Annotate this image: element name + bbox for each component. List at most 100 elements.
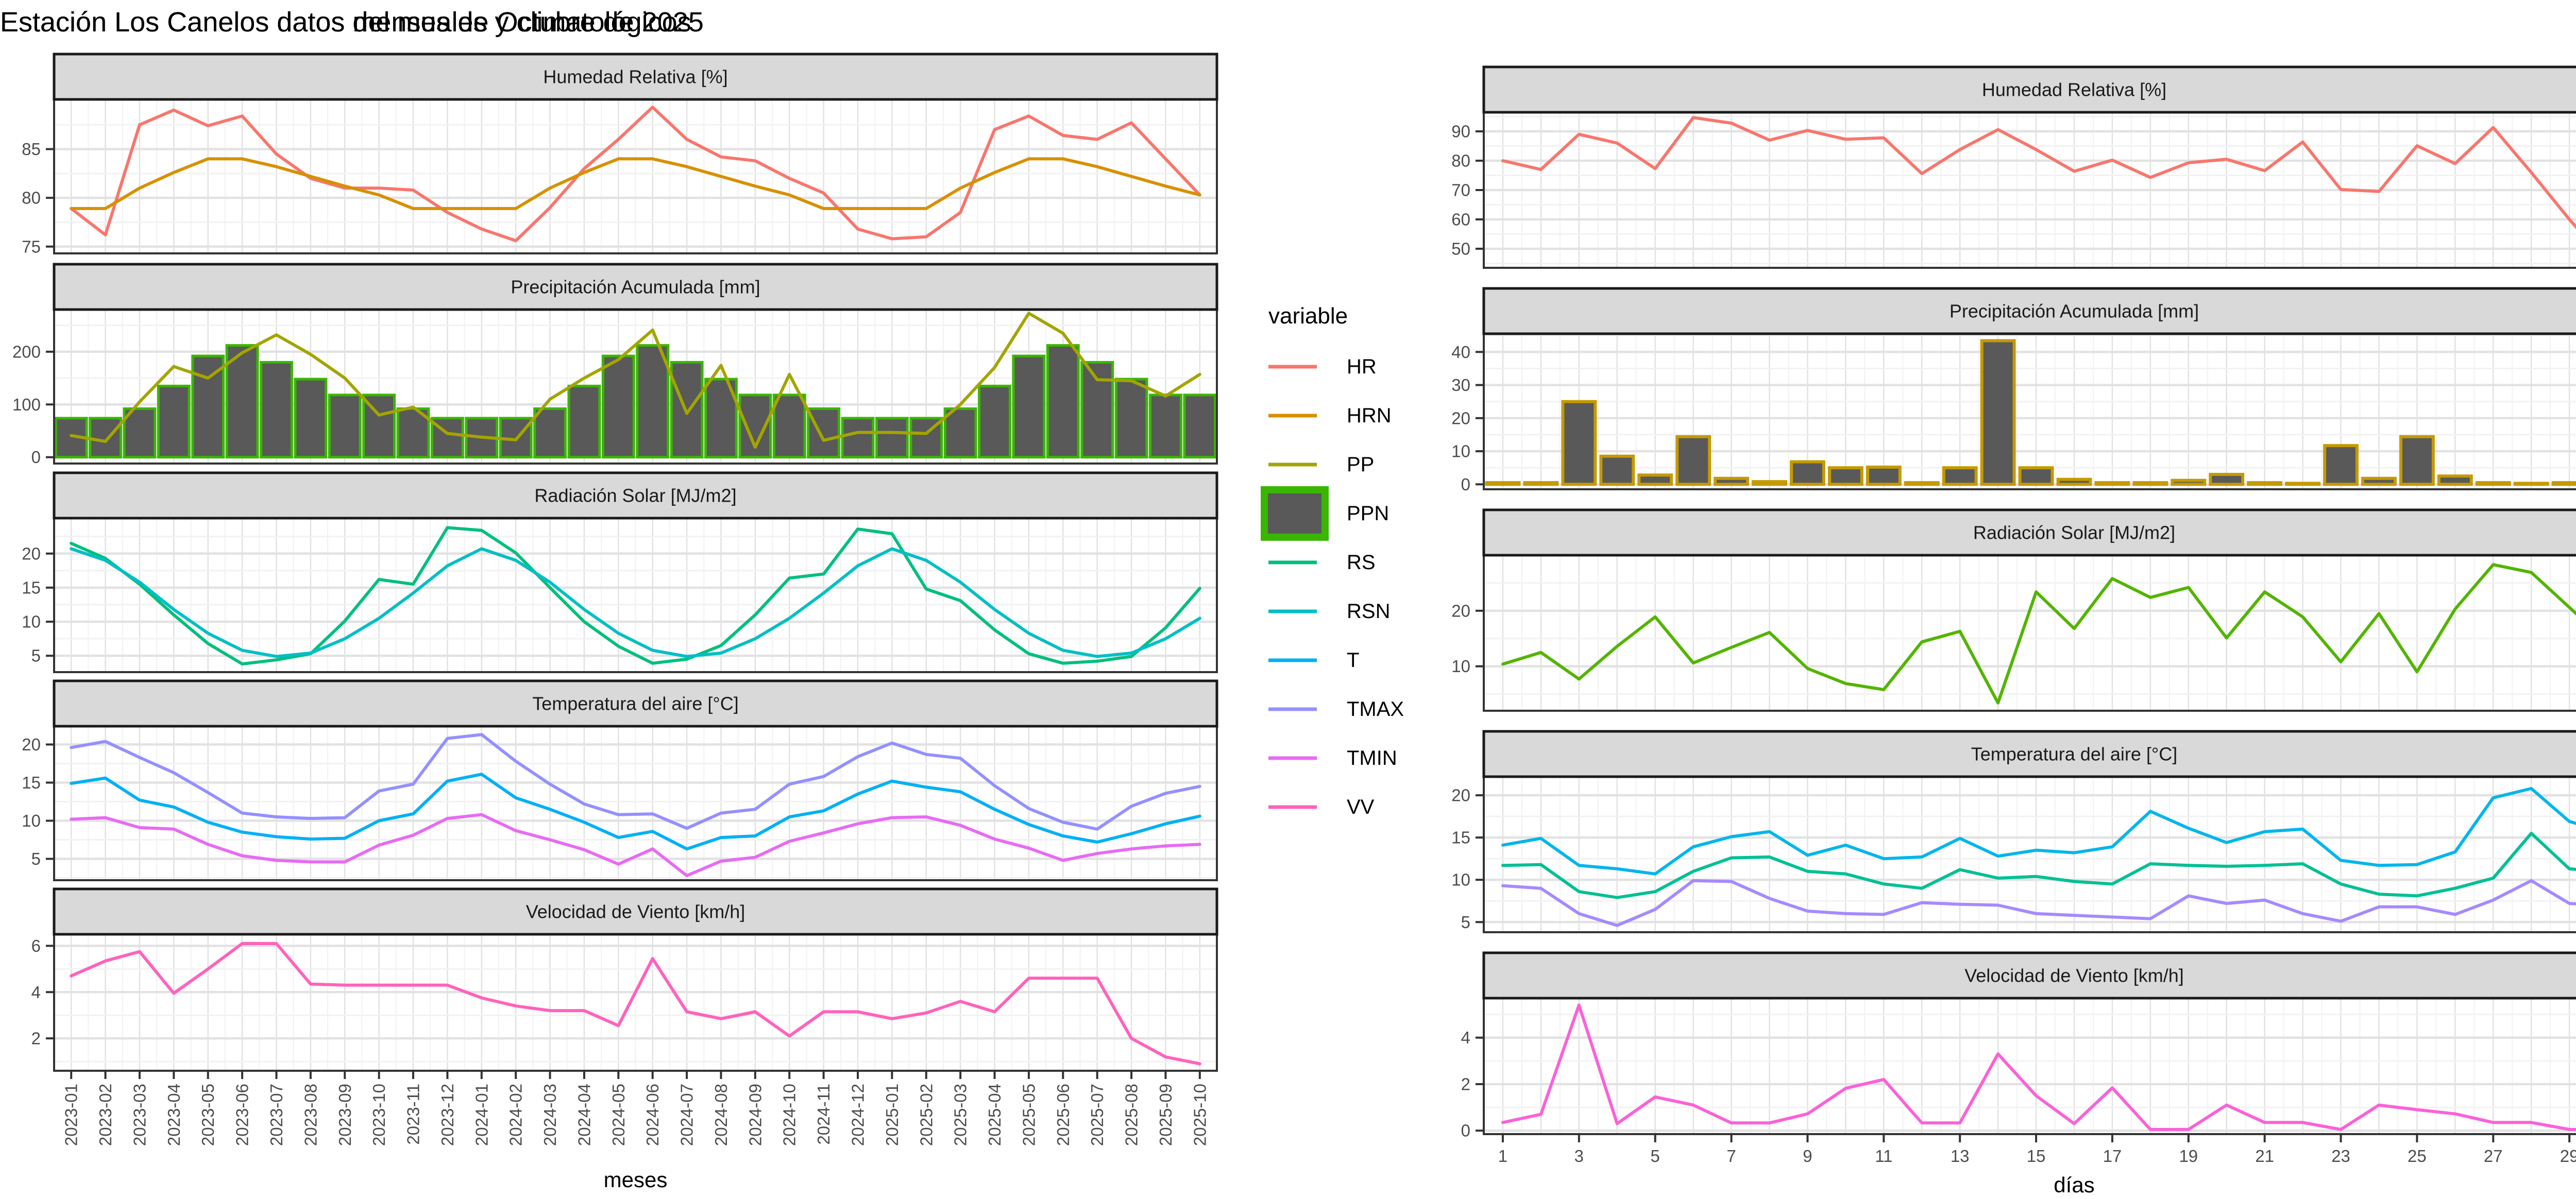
y-tick-label: 75 [22,237,41,256]
x-tick-label: 2025-02 [917,1084,936,1146]
bars-PP [1485,339,2576,486]
panel-strip [53,471,1218,520]
y-tick-label: 20 [1451,786,1470,805]
x-tick-label: 2025-05 [1019,1084,1038,1146]
x-axis: 2023-01 2023-02 2023-03 2023-04 2023-05 2023-… [62,1071,1209,1146]
x-tick-label: 2024-08 [711,1084,731,1146]
y-tick-label: 2 [31,1029,41,1048]
series-TMIN [1501,879,2576,927]
x-tick-label: 21 [2255,1146,2274,1166]
x-axis-title: días [2054,1173,2094,1197]
x-tick-label: 25 [2408,1146,2427,1166]
x-tick-label: 2025-04 [985,1084,1004,1146]
panel-strip-title: Temperatura del aire [°C] [1971,744,2178,765]
x-tick-label: 15 [2027,1146,2046,1166]
legend-key-PPN [1261,486,1329,541]
panel-strip-title: Humedad Relativa [%] [1982,79,2166,100]
x-tick-label: 2025-03 [951,1084,970,1146]
panel-0: 75 80 85 Humedad Relativa [%] [22,53,1218,256]
x-tick-label: 2023-05 [198,1084,217,1146]
x-tick-label: 2023-04 [164,1084,183,1146]
series-HR [70,106,1201,243]
legend-label-PP: PP [1347,453,1374,476]
legend-label-PPN: PPN [1347,502,1389,525]
x-tick-label: 7 [1726,1146,1736,1166]
panel-4: 2 4 6 Velocidad de Viento [km/h] [31,887,1218,1072]
x-tick-label: 2024-09 [745,1084,765,1146]
daily-chart-title: Estación Los Canelos datos del mes de Oc… [0,7,704,38]
panel-0: 50 60 70 80 90 Humedad Relativa [%] [1451,65,2576,269]
y-tick-label: 0 [31,448,41,467]
y-tick-label: 60 [1451,210,1470,229]
panel-4: 0 2 4 Velocidad de Viento [km/h] [1461,951,2576,1140]
x-tick-label: 2023-07 [267,1084,286,1146]
y-tick-label: 20 [1451,601,1470,620]
x-tick-label: 2023-02 [96,1084,115,1146]
chart-monthly: 75 80 85 Humedad Relativa [%] 0 100 200 Precipi… [12,53,1404,1192]
panel-1: 0 100 200 Precipitación Acumulada [mm] [12,263,1218,467]
panel-3: 5 10 15 20 Temperatura del aire [°C] [22,679,1218,881]
x-tick-label: 2024-05 [609,1084,628,1146]
y-tick-label: 5 [31,849,41,868]
monthly-chart-title: Estación Los Canelos datos mensuales y c… [0,7,691,38]
panel-strip-title: Radiación Solar [MJ/m2] [534,485,736,506]
x-tick-label: 2025-08 [1122,1084,1141,1146]
x-tick-label: 9 [1803,1146,1812,1166]
y-tick-label: 0 [1461,1121,1470,1140]
x-tick-label: 2024-12 [848,1084,867,1146]
x-tick-label: 2023-01 [62,1084,81,1146]
y-tick-label: 4 [1461,1028,1470,1047]
x-tick-label: 17 [2103,1146,2122,1166]
x-tick-label: 2023-06 [233,1084,252,1146]
x-tick-label: 2023-10 [369,1084,388,1146]
legend-label-VV: VV [1347,796,1375,818]
x-tick-label: 2024-02 [506,1084,526,1146]
series-VV [70,942,1201,1066]
series-T [70,773,1201,851]
y-tick-label: 2 [1461,1074,1470,1093]
panel-3: 5 10 15 20 Temperatura del aire [°C] [1451,730,2576,933]
series-PP [70,312,1201,449]
y-tick-label: 85 [22,140,41,159]
x-tick-label: 2025-07 [1088,1084,1107,1146]
panel-strip [1482,951,2576,1000]
x-tick-label: 5 [1651,1146,1660,1166]
panel-strip-title: Humedad Relativa [%] [543,66,727,88]
y-tick-label: 80 [22,189,41,208]
panel-2: 5 10 15 20 Radiación Solar [MJ/m2] [22,471,1218,673]
y-tick-label: 20 [22,544,41,563]
y-tick-label: 50 [1451,239,1470,258]
x-tick-label: 19 [2179,1146,2198,1166]
y-tick-label: 30 [1451,375,1470,395]
series-TMAX [70,733,1201,831]
x-tick-label: 2023-03 [130,1084,149,1146]
y-tick-label: 40 [1451,342,1470,362]
y-tick-label: 10 [22,612,41,631]
y-tick-label: 5 [1461,913,1470,932]
panel-2: 10 20 Radiación Solar [MJ/m2] [1451,508,2576,712]
y-tick-label: 5 [31,646,41,665]
x-tick-label: 2024-11 [814,1084,833,1145]
panel-strip-title: Velocidad de Viento [km/h] [1964,965,2184,986]
series-HRN [70,157,1201,210]
y-tick-label: 15 [22,578,41,597]
series-RS [70,526,1201,666]
panel-strip-title: Precipitación Acumulada [mm] [511,277,760,298]
x-tick-label: 2023-11 [404,1084,423,1145]
x-tick-label: 2023-09 [335,1084,354,1146]
x-tick-label: 2023-08 [301,1084,320,1146]
y-tick-label: 200 [12,342,41,361]
x-tick-label: 23 [2331,1146,2350,1166]
x-tick-label: 2024-03 [540,1084,560,1146]
panel-strip [1482,730,2576,778]
x-tick-label: 2024-07 [677,1084,697,1146]
series-HR [1501,116,2576,230]
panel-strip [53,263,1218,311]
panel-1: 0 10 20 30 40 Precipitación Acumulada [mm] [1451,287,2576,494]
y-tick-label: 10 [22,811,41,830]
x-tick-label: 2024-04 [574,1084,594,1146]
legend-label-TMAX: TMAX [1347,698,1404,721]
